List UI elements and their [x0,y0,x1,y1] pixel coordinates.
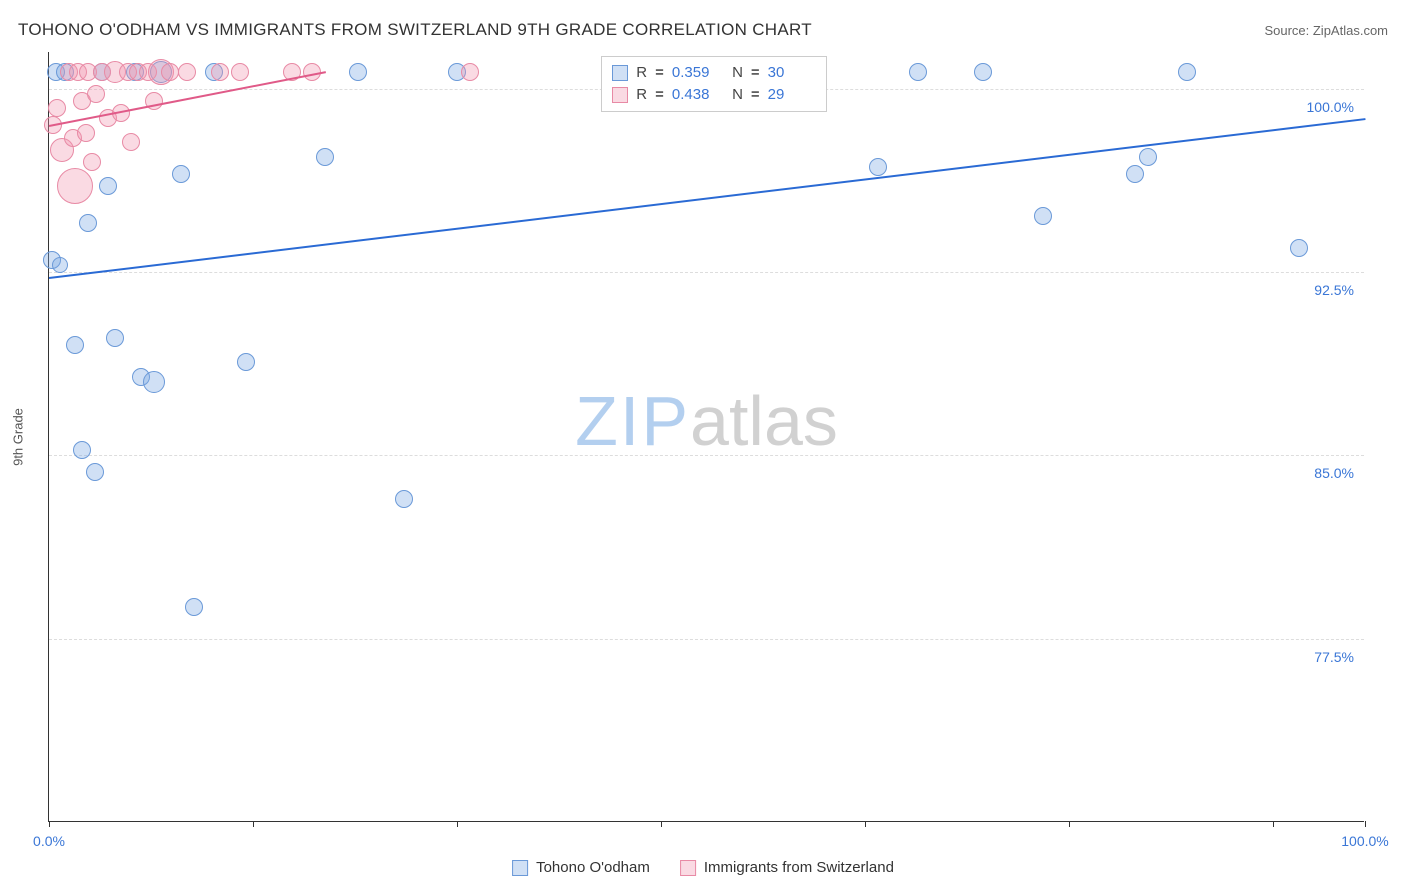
data-point [349,63,367,81]
x-tick [661,821,662,827]
y-axis-label: 9th Grade [11,408,26,466]
data-point [83,153,101,171]
stat-legend-row: R = 0.438 N = 29 [612,84,815,106]
data-point [869,158,887,176]
stat-n-value: 29 [768,84,816,106]
legend-swatch [512,860,528,876]
x-tick [457,821,458,827]
data-point [974,63,992,81]
legend-item: Tohono O'odham [512,859,650,876]
data-point [178,63,196,81]
data-point [48,99,66,117]
data-point [1290,239,1308,257]
legend-swatch [612,65,628,81]
data-point [237,353,255,371]
chart-header: TOHONO O'ODHAM VS IMMIGRANTS FROM SWITZE… [18,20,1388,40]
stat-r-value: 0.359 [672,62,720,84]
data-point [143,371,165,393]
watermark-atlas: atlas [690,382,838,460]
data-point [316,148,334,166]
x-tick [49,821,50,827]
trendline [49,118,1365,279]
legend-swatch [680,860,696,876]
x-tick [1069,821,1070,827]
data-point [87,85,105,103]
plot-area: ZIPatlas 77.5%85.0%92.5%100.0%0.0%100.0%… [48,52,1364,822]
bottom-legend: Tohono O'odham Immigrants from Switzerlan… [512,859,894,876]
data-point [106,329,124,347]
data-point [231,63,249,81]
data-point [172,165,190,183]
data-point [1139,148,1157,166]
x-tick [865,821,866,827]
stat-n-label: N [728,84,743,106]
gridline [49,455,1364,456]
stat-n-value: 30 [768,62,816,84]
stat-r-label: R [636,84,647,106]
x-tick [1273,821,1274,827]
data-point [1178,63,1196,81]
data-point [86,463,104,481]
data-point [909,63,927,81]
y-tick-label: 85.0% [1314,465,1354,481]
gridline [49,272,1364,273]
data-point [57,168,93,204]
chart-source: Source: ZipAtlas.com [1264,23,1388,38]
legend-label: Tohono O'odham [536,859,650,876]
watermark: ZIPatlas [575,381,838,461]
data-point [461,63,479,81]
data-point [79,214,97,232]
stat-r-value: 0.438 [672,84,720,106]
stat-legend: R = 0.359 N = 30 R = 0.438 N = 29 [601,56,826,112]
data-point [122,133,140,151]
x-tick [1365,821,1366,827]
legend-label: Immigrants from Switzerland [704,859,894,876]
data-point [161,63,179,81]
y-tick-label: 100.0% [1307,99,1354,115]
x-tick-label-right: 100.0% [1341,833,1388,849]
stat-r-label: R [636,62,647,84]
data-point [66,336,84,354]
stat-equals: = [655,84,664,106]
chart-title: TOHONO O'ODHAM VS IMMIGRANTS FROM SWITZE… [18,20,812,40]
watermark-zip: ZIP [575,382,690,460]
data-point [1034,207,1052,225]
y-tick-label: 77.5% [1314,649,1354,665]
stat-equals: = [751,84,760,106]
data-point [395,490,413,508]
data-point [73,441,91,459]
legend-item: Immigrants from Switzerland [680,859,894,876]
x-tick [253,821,254,827]
stat-legend-row: R = 0.359 N = 30 [612,62,815,84]
stat-n-label: N [728,62,743,84]
data-point [211,63,229,81]
data-point [99,177,117,195]
data-point [185,598,203,616]
legend-swatch [612,87,628,103]
data-point [1126,165,1144,183]
gridline [49,639,1364,640]
data-point [52,257,68,273]
stat-equals: = [655,62,664,84]
stat-equals: = [751,62,760,84]
y-tick-label: 92.5% [1314,282,1354,298]
data-point [77,124,95,142]
x-tick-label-left: 0.0% [33,833,65,849]
